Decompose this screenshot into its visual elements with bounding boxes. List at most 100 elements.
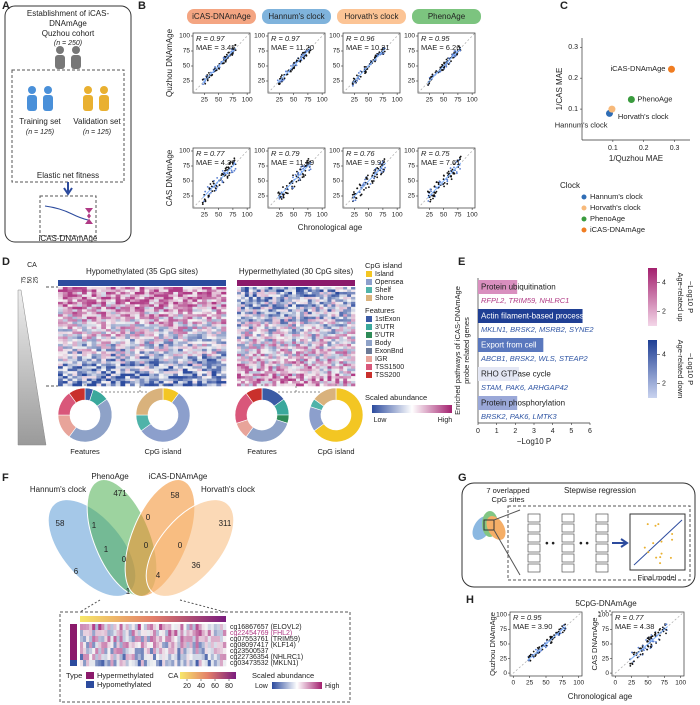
point [561,625,564,628]
heat-cell [62,291,68,295]
heat-cell [67,366,73,369]
label: Quzhou cohort [42,29,95,38]
heat-cell [110,630,114,637]
heat-cell [351,311,356,315]
heatmap-title: Hypermethylated (30 CpG sites) [239,267,354,276]
heat-cell [182,343,188,347]
heat-cell [311,338,316,342]
heat-cell [134,366,140,369]
heat-cell [339,316,344,320]
heat-cell [280,301,285,305]
heat-cell [101,338,107,342]
heat-cell [180,630,184,637]
heat-cell [163,356,169,360]
heat-cell [335,371,340,374]
heat-cell [192,343,198,347]
heat-cell [272,304,277,308]
heat-cell [240,358,246,362]
point [639,653,642,656]
heat-cell [158,326,164,330]
heat-cell [248,314,254,317]
point [226,172,229,175]
heat-cell [187,301,193,305]
feature-block [595,513,609,523]
heat-cell [284,371,289,374]
point [557,634,560,636]
heat-cell [210,654,215,661]
heat-cell [303,326,309,330]
heat-cell [91,338,97,342]
heat-cell [303,291,309,295]
heat-cell [216,338,222,342]
y-axis-label: probe related genes [462,317,471,384]
heat-cell [189,654,193,661]
x-tick-label: 25 [201,212,209,219]
heat-cell [149,336,155,340]
heat-cell [237,311,242,315]
heat-cell [58,316,64,320]
heat-cell [276,321,281,325]
heat-cell [296,376,301,379]
heat-cell [58,311,64,315]
point [650,635,653,638]
heat-cell [173,301,179,305]
heat-cell [296,338,301,342]
heat-cell [260,351,265,355]
heat-cell [130,329,136,332]
heat-cell [197,299,203,303]
heat-cell [284,319,289,322]
heat-cell [256,338,261,342]
x-tick-label: 50 [365,97,373,104]
y-axis-label: Quzhou DNAmAge [165,28,174,97]
heat-cell [323,296,328,300]
heat-cell [163,326,169,330]
heat-cell [311,341,316,345]
label: CpG sites [492,495,525,504]
heat-cell [211,361,217,365]
heat-cell [280,383,285,387]
heat-cell [113,654,117,661]
heat-cell [140,630,145,637]
heat-cell [315,287,320,290]
heat-cell [323,291,328,295]
heat-cell [72,301,78,305]
feature-block [527,533,541,543]
heat-cell [134,660,139,667]
heat-cell [173,314,179,317]
heat-cell [86,289,92,293]
heat-cell [96,324,102,327]
heat-cell [292,378,297,382]
heat-cell [110,654,114,661]
point [532,650,535,653]
y-tick-label: 75 [183,163,191,170]
label: 5CpG-DNAmAge [575,599,637,608]
point [646,648,649,651]
heat-cell [303,353,309,357]
heat-cell [260,309,265,313]
heat-cell [292,301,297,305]
fit-line [427,162,462,199]
heat-cell [128,636,133,643]
heat-cell [115,311,121,315]
y-tick-label: 25 [500,655,508,662]
heat-cell [264,301,269,305]
heat-cell [154,373,160,377]
heat-cell [130,306,136,310]
heat-cell [216,311,222,315]
heat-cell [120,351,126,355]
heat-cell [288,346,293,350]
heat-cell [221,306,227,310]
heat-cell [311,346,316,350]
heat-cell [163,343,169,347]
feature-block [527,513,541,523]
heat-cell [122,654,126,661]
point [629,662,632,665]
heat-cell [339,371,344,374]
point [455,161,458,163]
heat-cell [96,371,102,374]
heat-cell [240,294,246,298]
heat-cell [280,319,285,322]
heat-cell [327,341,332,345]
heat-cell [323,376,328,379]
y-axis-label: 1/CAS MAE [555,68,564,111]
